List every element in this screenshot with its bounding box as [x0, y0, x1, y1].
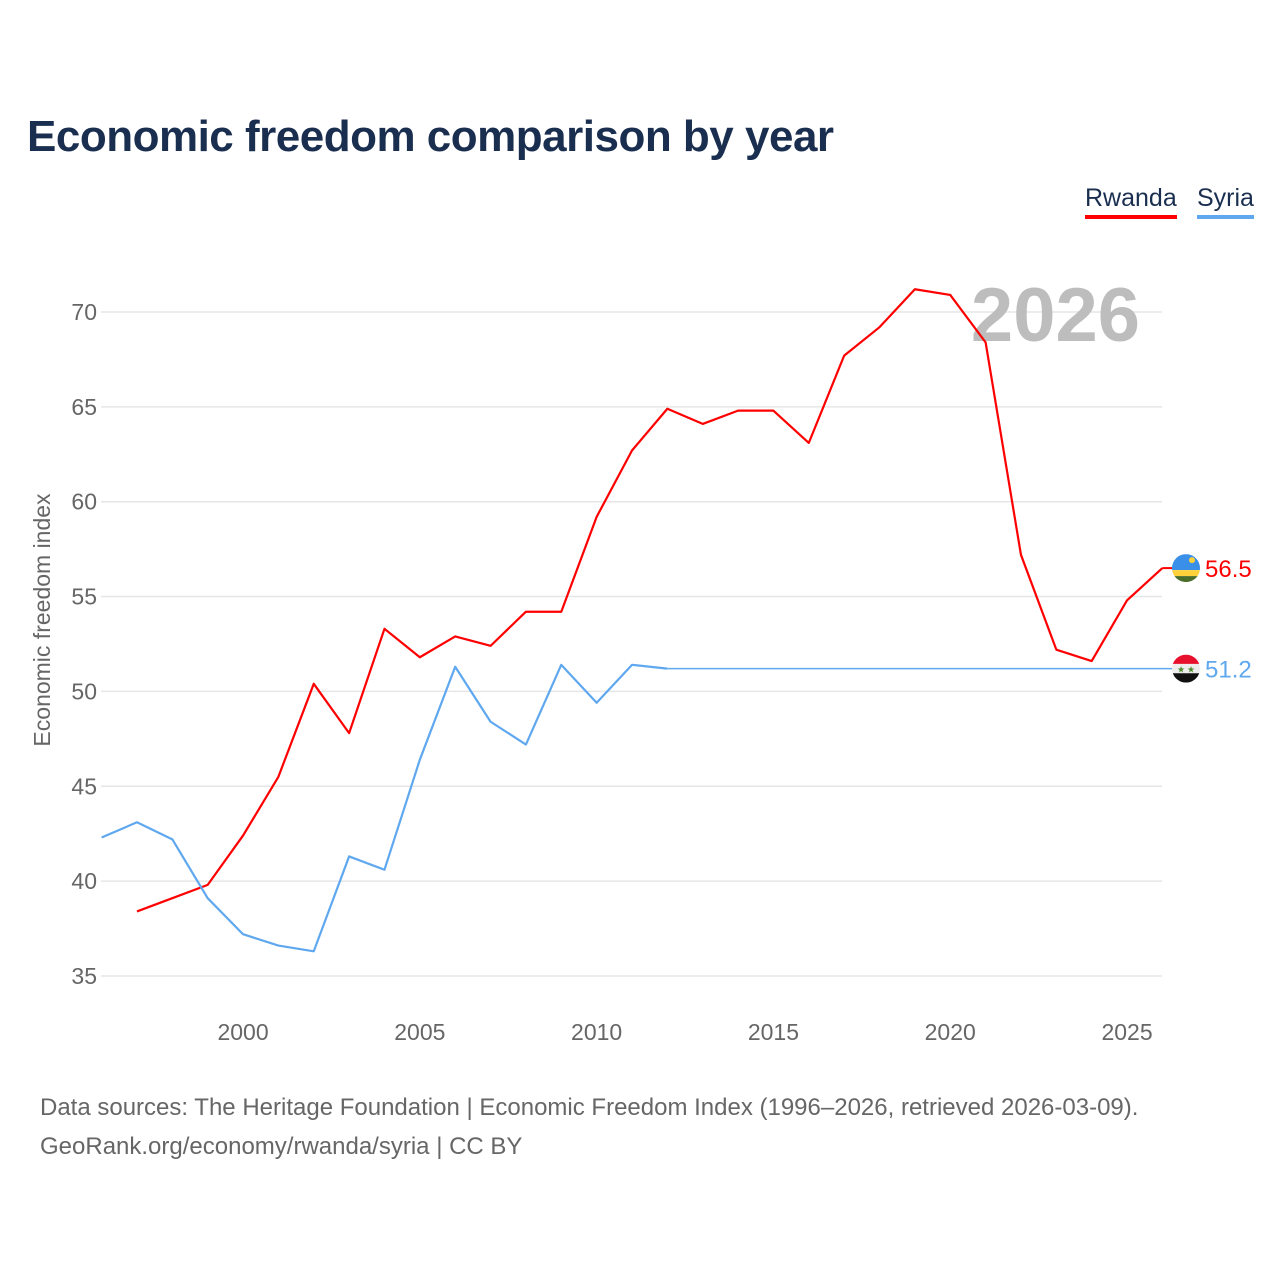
- rwanda-flag-icon: [1172, 554, 1200, 583]
- year-watermark: 2026: [971, 273, 1140, 358]
- x-tick-label: 2005: [394, 1019, 445, 1045]
- source-line-2[interactable]: GeoRank.org/economy/rwanda/syria | CC BY: [40, 1133, 523, 1160]
- y-tick-label: 40: [71, 868, 97, 894]
- svg-text:★: ★: [1187, 665, 1195, 675]
- y-tick-label: 70: [71, 299, 97, 325]
- series-line-syria: [101, 663, 668, 953]
- svg-text:★: ★: [1177, 665, 1185, 675]
- series-line-rwanda: [136, 288, 1164, 913]
- syria-flag-icon: ★ ★: [1172, 654, 1200, 683]
- x-tick-label: 2000: [217, 1019, 268, 1045]
- end-value-label: 51.2: [1205, 657, 1252, 684]
- y-tick-label: 60: [71, 489, 97, 515]
- x-tick-label: 2015: [748, 1019, 799, 1045]
- x-tick-label: 2020: [925, 1019, 976, 1045]
- y-tick-label: 55: [71, 584, 97, 610]
- legend-rwanda[interactable]: Rwanda: [1085, 184, 1177, 219]
- source-line-1: Data sources: The Heritage Foundation | …: [40, 1094, 1139, 1121]
- chart-title: Economic freedom comparison by year: [27, 112, 834, 161]
- source-note: Data sources: The Heritage Foundation | …: [40, 1088, 1138, 1166]
- y-tick-label: 65: [71, 394, 97, 420]
- y-tick-label: 35: [71, 963, 97, 989]
- x-tick-label: 2025: [1101, 1019, 1152, 1045]
- x-tick-label: 2010: [571, 1019, 622, 1045]
- legend-syria[interactable]: Syria: [1197, 184, 1254, 219]
- y-tick-label: 50: [71, 678, 97, 704]
- y-tick-label: 45: [71, 773, 97, 799]
- y-axis-label: Economic freedom index: [29, 493, 55, 747]
- end-value-label: 56.5: [1205, 556, 1252, 583]
